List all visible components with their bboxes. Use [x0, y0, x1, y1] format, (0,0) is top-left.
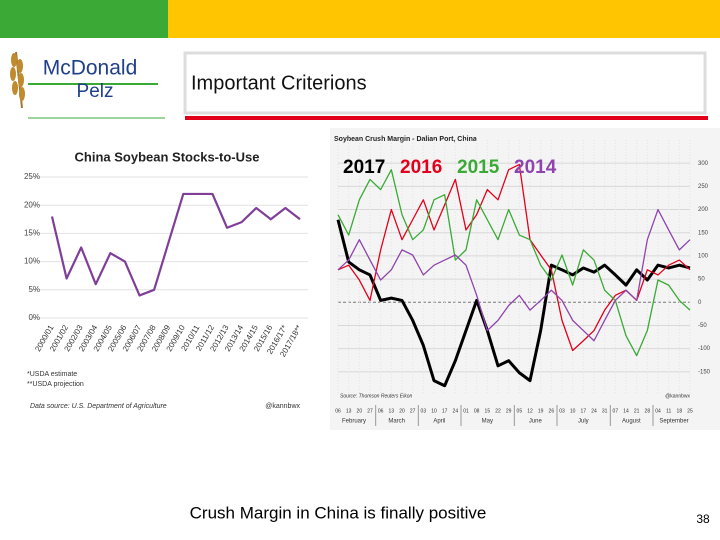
- legend-entry: 2015: [457, 157, 500, 178]
- header-yellow: [168, 0, 720, 38]
- header-green: [0, 0, 168, 38]
- x-tick-label: 13: [346, 408, 352, 414]
- x-tick-label: 24: [591, 408, 597, 414]
- data-line: [337, 208, 691, 342]
- chart-title: Soybean Crush Margin - Dalian Port, Chin…: [334, 136, 477, 143]
- x-tick-label: 05: [517, 408, 523, 414]
- slide-title: Important Criterions: [191, 72, 367, 94]
- y-tick-label: -50: [698, 323, 707, 329]
- x-tick-label: 27: [367, 408, 373, 414]
- y-tick-label: 0%: [28, 313, 40, 322]
- y-tick-label: 15%: [24, 229, 40, 238]
- x-tick-label: 13: [389, 408, 395, 414]
- x-tick-label: 22: [495, 408, 501, 414]
- x-tick-label: 21: [634, 408, 640, 414]
- page-number: 38: [696, 512, 710, 526]
- x-tick-label: 10: [431, 408, 437, 414]
- y-tick-label: 25%: [24, 172, 40, 181]
- x-tick-label: 06: [378, 408, 384, 414]
- y-tick-label: 250: [698, 184, 709, 190]
- y-tick-label: 0: [698, 300, 702, 306]
- data-line: [337, 169, 691, 357]
- x-tick-label: 17: [581, 408, 587, 414]
- title-box: [183, 51, 707, 115]
- y-tick-label: 150: [698, 230, 709, 236]
- x-tick-label: 28: [645, 408, 651, 414]
- month-label: September: [659, 419, 688, 425]
- note: *USDA estimate: [27, 371, 77, 378]
- y-tick-label: 50: [698, 277, 705, 283]
- data-line: [50, 192, 301, 297]
- x-tick-label: 26: [549, 408, 555, 414]
- x-tick-label: 14: [623, 408, 629, 414]
- month-label: July: [578, 419, 589, 425]
- credit: @kannbwx: [665, 393, 690, 399]
- y-tick-label: 200: [698, 207, 709, 213]
- logo: McDonald Pelz: [10, 51, 165, 119]
- x-tick-label: 31: [602, 408, 608, 414]
- x-tick-label: 11: [666, 408, 671, 414]
- x-tick-label: 10: [570, 408, 576, 414]
- x-tick-label: 27: [410, 408, 416, 414]
- legend-entry: 2016: [400, 157, 442, 178]
- chart-title: China Soybean Stocks-to-Use: [75, 149, 260, 164]
- x-tick-label: 08: [474, 408, 480, 414]
- month-label: March: [388, 419, 405, 425]
- month-label: April: [433, 419, 445, 425]
- legend-entry: 2014: [514, 157, 557, 178]
- x-tick-label: 03: [421, 408, 427, 414]
- y-tick-label: 20%: [24, 200, 40, 209]
- y-tick-label: 10%: [24, 257, 40, 266]
- y-tick-label: -100: [698, 346, 711, 352]
- legend-entry: 2017: [343, 157, 385, 178]
- x-tick-label: 24: [453, 408, 459, 414]
- y-tick-label: -150: [698, 369, 711, 375]
- y-tick-label: 100: [698, 253, 709, 259]
- y-tick-label: 300: [698, 161, 709, 167]
- source: Data source: U.S. Department of Agricult…: [30, 403, 167, 410]
- logo-top: McDonald: [43, 57, 138, 80]
- x-tick-label: 17: [442, 408, 448, 414]
- data-line: [336, 219, 691, 388]
- x-tick-label: 12: [527, 408, 533, 414]
- source: Source: Thomson Reuters Eikon: [340, 393, 412, 399]
- logo-bottom: Pelz: [77, 81, 114, 102]
- x-tick-label: 15: [485, 408, 491, 414]
- x-tick-label: 25: [687, 408, 693, 414]
- x-tick-label: 20: [399, 408, 405, 414]
- credit: @kannbwx: [265, 403, 300, 410]
- x-tick-label: 06: [335, 408, 341, 414]
- x-tick-label: 07: [613, 408, 619, 414]
- x-tick-label: 04: [655, 408, 661, 414]
- y-tick-label: 5%: [28, 285, 40, 294]
- month-label: February: [342, 419, 366, 425]
- month-label: August: [622, 419, 641, 425]
- caption: Crush Margin in China is finally positiv…: [190, 503, 487, 522]
- x-tick-label: 01: [463, 408, 469, 414]
- x-tick-label: 19: [538, 408, 544, 414]
- x-tick-label: 20: [357, 408, 363, 414]
- x-tick-label: 29: [506, 408, 512, 414]
- month-label: June: [529, 419, 543, 425]
- note: **USDA projection: [27, 381, 84, 388]
- x-tick-label: 18: [677, 408, 683, 414]
- month-label: May: [482, 419, 493, 425]
- x-tick-label: 03: [559, 408, 565, 414]
